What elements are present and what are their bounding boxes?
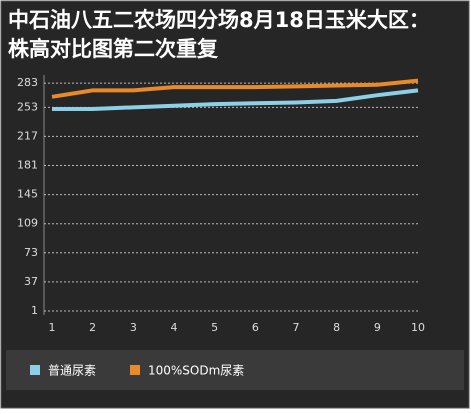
- title-box: 中石油八五二农场四分场8月18日玉米大区：株高对比图第二次重复: [8, 8, 430, 61]
- y-tick-label: 145: [17, 188, 38, 201]
- x-tick-label: 5: [211, 321, 218, 334]
- y-tick-label: 217: [17, 129, 38, 142]
- y-tick-label: 109: [17, 217, 38, 230]
- x-tick-label: 10: [411, 321, 425, 334]
- y-tick-label: 37: [24, 275, 38, 288]
- x-tick-label: 2: [89, 321, 96, 334]
- x-tick-label: 7: [293, 321, 300, 334]
- y-tick-label: 253: [17, 100, 38, 113]
- y-tick-label: 1: [31, 304, 38, 317]
- x-tick-label: 6: [252, 321, 259, 334]
- y-tick-label: 283: [17, 76, 38, 89]
- series-line: [52, 88, 419, 111]
- y-tick-label: 73: [24, 246, 38, 259]
- legend-swatch: [130, 365, 140, 375]
- x-tick-label: 1: [49, 321, 56, 334]
- x-tick-label: 8: [333, 321, 340, 334]
- x-tick-label: 3: [130, 321, 137, 334]
- legend-band: [6, 350, 464, 390]
- series-line: [51, 78, 419, 99]
- chart-title: 中石油八五二农场四分场8月18日玉米大区：株高对比图第二次重复: [8, 8, 430, 61]
- x-tick-label: 9: [374, 321, 381, 334]
- y-tick-label: 181: [17, 159, 38, 172]
- legend-label: 100%SODm尿素: [148, 364, 244, 378]
- legend-swatch: [30, 365, 40, 375]
- x-tick-label: 4: [171, 321, 178, 334]
- legend-label: 普通尿素: [48, 364, 96, 378]
